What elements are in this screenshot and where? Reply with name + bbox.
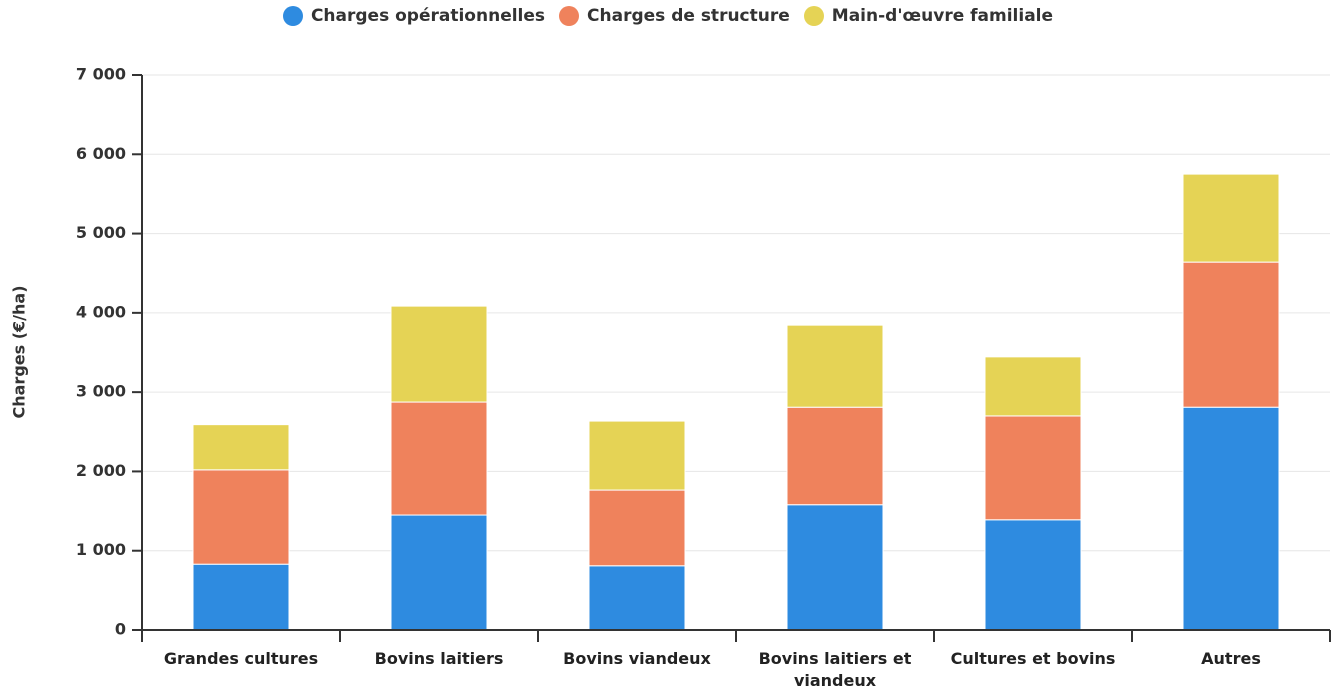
legend-item: Charges de structure bbox=[559, 6, 790, 26]
bar-segment bbox=[786, 324, 884, 408]
bar-segment bbox=[984, 356, 1082, 417]
legend-swatch bbox=[803, 6, 824, 26]
legend-item: Main-d'œuvre familiale bbox=[803, 6, 1054, 26]
y-axis-title: Charges (€/ha) bbox=[10, 285, 29, 418]
x-tick-label: Cultures et bovins bbox=[950, 649, 1116, 668]
y-tick-label: 7 000 bbox=[76, 65, 126, 84]
legend-swatch bbox=[559, 6, 580, 26]
x-tick-label: Autres bbox=[1201, 649, 1261, 668]
x-tick-label: Grandes cultures bbox=[163, 649, 319, 668]
bar-segment bbox=[192, 424, 290, 471]
legend-label: Charges de structure bbox=[587, 6, 790, 26]
bar-segment bbox=[588, 565, 686, 631]
y-tick-label: 5 000 bbox=[76, 223, 126, 242]
bar-segment bbox=[588, 420, 686, 491]
y-tick-label: 1 000 bbox=[76, 540, 126, 559]
bar-segment bbox=[588, 489, 686, 567]
bar-segment bbox=[390, 514, 488, 631]
bar-segment bbox=[192, 563, 290, 631]
y-tick-label: 0 bbox=[115, 620, 126, 639]
legend: Charges opérationnelles Charges de struct… bbox=[0, 6, 1336, 26]
y-tick-label: 2 000 bbox=[76, 461, 126, 480]
bar-segment bbox=[390, 401, 488, 516]
y-tick-label: 6 000 bbox=[76, 144, 126, 163]
legend-label: Charges opérationnelles bbox=[310, 6, 546, 26]
x-tick-label: Bovins viandeux bbox=[563, 649, 711, 668]
x-tick-label: Bovins laitiers et viandeux bbox=[758, 649, 912, 690]
x-tick-label: Bovins laitiers bbox=[374, 649, 504, 668]
bar-segment bbox=[1182, 406, 1280, 631]
legend-label: Main-d'œuvre familiale bbox=[831, 6, 1054, 26]
bar-segment bbox=[984, 519, 1082, 631]
bar-segment bbox=[786, 504, 884, 631]
bar-segment bbox=[984, 415, 1082, 521]
bar-segment bbox=[390, 305, 488, 403]
bar-segment bbox=[1182, 173, 1280, 263]
y-tick-label: 4 000 bbox=[76, 302, 126, 321]
y-tick-label: 3 000 bbox=[76, 382, 126, 401]
legend-swatch bbox=[282, 6, 303, 26]
legend-item: Charges opérationnelles bbox=[282, 6, 546, 26]
bar-segment bbox=[192, 469, 290, 565]
bar-segment bbox=[1182, 261, 1280, 408]
bar-segment bbox=[786, 406, 884, 506]
